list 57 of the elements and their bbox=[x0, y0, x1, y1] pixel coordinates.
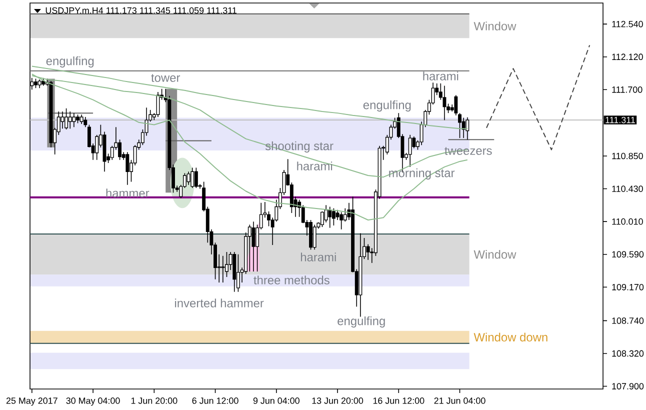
y-tick-label: 110.850 bbox=[612, 152, 643, 160]
annotation: tower bbox=[151, 74, 180, 82]
y-tick-label: 108.320 bbox=[612, 350, 644, 357]
band-label: Window bbox=[474, 22, 516, 30]
x-tick-label: 30 May 04:00 bbox=[66, 398, 120, 406]
candlestick bbox=[366, 244, 370, 260]
annotation: engulfing bbox=[363, 100, 411, 112]
candlestick bbox=[221, 256, 225, 283]
candlestick bbox=[72, 112, 76, 128]
y-tick-label: 112.540 bbox=[612, 20, 643, 28]
candlestick bbox=[194, 167, 198, 188]
y-tick-label: 110.430 bbox=[612, 186, 643, 192]
candlestick bbox=[248, 224, 252, 272]
x-tick-label: 1 Jun 20:00 bbox=[131, 398, 178, 404]
band-label: Window down bbox=[474, 332, 548, 342]
x-tick-label: 13 Jun 20:00 bbox=[312, 398, 364, 404]
x-tick-label: 6 Jun 12:00 bbox=[192, 398, 238, 404]
candlestick bbox=[466, 116, 470, 140]
candlestick bbox=[64, 108, 68, 130]
candlestick bbox=[95, 134, 99, 160]
candlestick bbox=[68, 111, 72, 130]
candlestick bbox=[186, 171, 190, 186]
y-tick-label: 109.170 bbox=[612, 284, 644, 290]
candlestick bbox=[462, 117, 466, 138]
candlestick bbox=[236, 254, 240, 292]
chart-title: USDJPY.m.H4 111.173 111.345 111.059 111.311 bbox=[46, 7, 236, 14]
candlestick bbox=[126, 152, 130, 186]
annotation: engulfing bbox=[338, 316, 385, 328]
annotation: hammer bbox=[106, 188, 150, 198]
x-tick-label: 25 May 2017 bbox=[6, 398, 58, 406]
candlestick bbox=[190, 167, 194, 188]
y-tick-label: 109.590 bbox=[612, 251, 644, 258]
candlestick bbox=[312, 224, 316, 250]
x-tick-label: 9 Jun 04:00 bbox=[253, 398, 300, 404]
annotation: inverted hammer bbox=[175, 298, 264, 308]
annotation: three methods bbox=[254, 276, 330, 284]
annotation: harami bbox=[423, 72, 458, 80]
candlestick bbox=[408, 134, 412, 168]
y-tick-label: 111.700 bbox=[612, 86, 642, 93]
candlestick bbox=[34, 78, 38, 88]
y-tick-label: 110.010 bbox=[612, 218, 643, 225]
candlestick bbox=[340, 212, 344, 230]
x-tick-label: 16 Jun 12:00 bbox=[373, 398, 424, 404]
y-tick-label: 108.740 bbox=[612, 318, 644, 324]
annotation: harami bbox=[297, 162, 332, 170]
x-tick-label: 21 Jun 04:00 bbox=[434, 398, 486, 404]
ref-line-label: 111.311 bbox=[606, 116, 635, 124]
y-tick-label: 112.120 bbox=[612, 54, 643, 60]
band-label: Window bbox=[474, 250, 516, 259]
annotation: tweezers bbox=[444, 147, 492, 155]
annotation: harami bbox=[300, 252, 336, 262]
candlestick bbox=[60, 111, 64, 130]
candlestick bbox=[80, 114, 84, 124]
annotation: engulfing bbox=[46, 56, 94, 68]
candlestick bbox=[84, 116, 88, 128]
candlestick bbox=[332, 208, 336, 226]
y-tick-label: 107.900 bbox=[612, 383, 644, 390]
